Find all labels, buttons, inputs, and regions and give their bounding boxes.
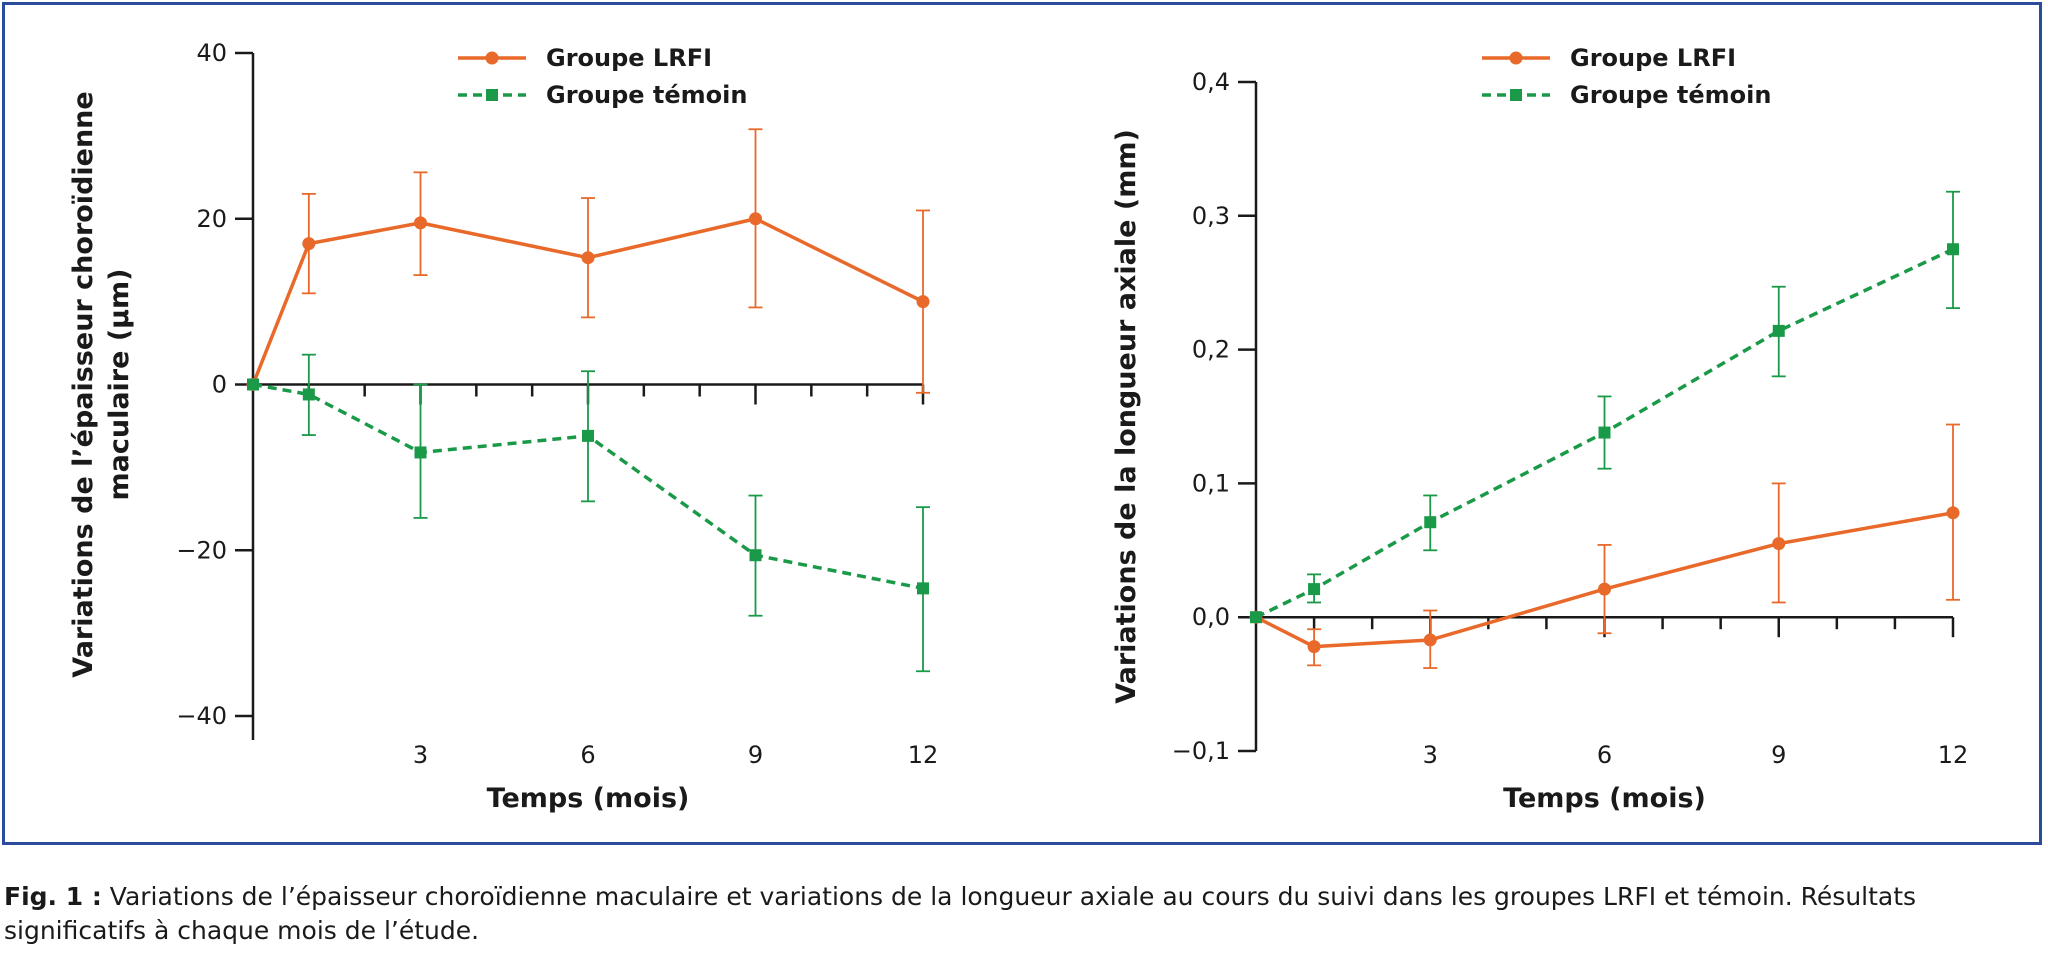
legend-label: Groupe témoin — [546, 81, 747, 109]
data-point — [917, 582, 929, 595]
data-point — [749, 549, 762, 562]
y-tick-label: −0,1 — [1172, 737, 1230, 765]
caption-label: Fig. 1 : — [4, 882, 102, 911]
data-point — [1424, 516, 1437, 529]
data-point — [1250, 611, 1262, 624]
legend-marker — [1509, 51, 1523, 65]
data-point — [414, 216, 427, 230]
x-axis-title: Temps (mois) — [487, 783, 690, 814]
x-tick-label: 3 — [413, 741, 428, 769]
data-point — [302, 388, 315, 401]
data-point — [414, 446, 427, 459]
x-tick-label: 12 — [1938, 741, 1969, 769]
x-tick-label: 9 — [1771, 741, 1786, 769]
x-tick-label: 3 — [1423, 741, 1438, 769]
x-tick-label: 6 — [580, 741, 595, 769]
series-line — [251, 217, 924, 386]
y-tick-label: −40 — [176, 702, 227, 730]
series-line — [1255, 247, 1954, 619]
y-tick-label: 0,1 — [1192, 469, 1230, 497]
data-point — [1772, 324, 1785, 337]
legend-marker — [486, 89, 498, 101]
data-point — [749, 212, 762, 226]
y-tick-label: 0 — [212, 371, 227, 399]
data-point — [247, 378, 259, 391]
x-tick-label: 6 — [1597, 741, 1612, 769]
data-point — [302, 237, 316, 251]
data-point — [582, 429, 594, 442]
data-point — [1947, 243, 1959, 256]
data-point — [1946, 506, 1960, 520]
legend-marker — [485, 51, 499, 65]
figure-caption: Fig. 1 : Variations de l’épaisseur choro… — [4, 880, 2044, 948]
x-tick-label: 9 — [748, 741, 763, 769]
y-tick-label: −20 — [176, 536, 227, 564]
legend-marker — [1510, 89, 1522, 101]
data-point — [1598, 426, 1611, 439]
x-tick-label: 12 — [908, 741, 939, 769]
y-tick-label: 40 — [196, 39, 227, 67]
y-axis-title: Variations de la longueur axiale (mm) — [1111, 129, 1142, 704]
chart-axial-length: 0,4 0,3 0,2 0,1 0,0 −0,1 3 6 9 12 Temps (mois) Vari… — [1111, 44, 1969, 814]
y-tick-label: 20 — [196, 205, 227, 233]
y-tick-label: 0,3 — [1192, 202, 1230, 230]
data-point — [916, 295, 930, 309]
data-point — [1307, 640, 1321, 654]
legend-label: Groupe LRFI — [546, 44, 712, 72]
series-line — [1255, 511, 1954, 649]
data-point — [1308, 583, 1321, 596]
y-axis-title: Variations de l’épaisseur choroïdienne ma… — [68, 91, 135, 677]
x-axis-title: Temps (mois) — [1503, 783, 1706, 814]
chart-choroidal-thickness: 40 20 0 −20 −40 3 6 9 12 Temps (mois) Variations d… — [68, 39, 939, 814]
y-tick-label: 0,2 — [1192, 336, 1230, 364]
legend-label: Groupe LRFI — [1570, 44, 1736, 72]
data-point — [1598, 582, 1611, 596]
data-point — [1423, 633, 1437, 647]
legend-label: Groupe témoin — [1570, 81, 1771, 109]
series-line — [252, 382, 924, 591]
caption-text: Variations de l’épaisseur choroïdienne m… — [4, 882, 1917, 945]
y-tick-label: 0,0 — [1192, 603, 1230, 631]
data-point — [581, 251, 595, 265]
y-tick-label: 0,4 — [1192, 68, 1230, 96]
data-point — [1772, 537, 1786, 551]
figure-frame — [2, 2, 2042, 845]
